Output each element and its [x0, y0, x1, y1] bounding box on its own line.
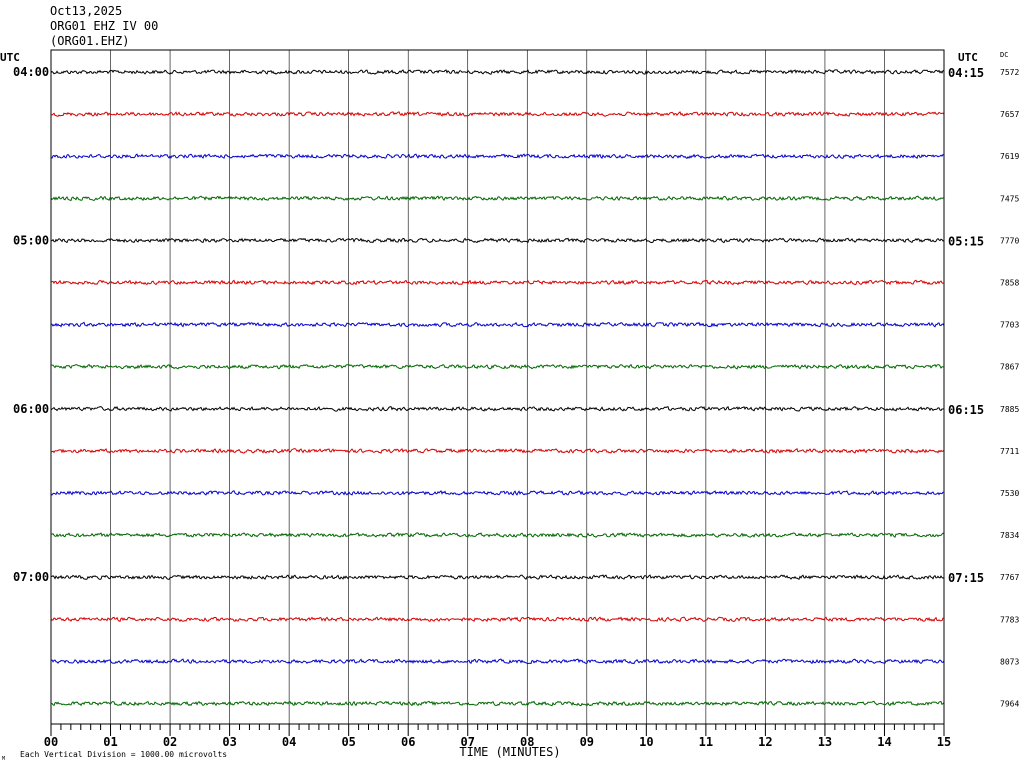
x-tick-label: 01: [103, 735, 117, 749]
trace-line: [51, 574, 945, 580]
x-tick-label: 03: [222, 735, 236, 749]
hour-label-right: 04:15: [948, 66, 984, 80]
x-tick-label: 09: [580, 735, 594, 749]
trace-line: [50, 448, 945, 454]
hour-label-right: 07:15: [948, 571, 984, 585]
dc-value: 8073: [1000, 657, 1019, 666]
x-axis: 00 01 02 03 04 05 06 07 08 09 10 11 12 13 14 15: [44, 724, 951, 749]
station-label: ORG01 EHZ IV 00: [50, 19, 159, 33]
dc-value: 7711: [1000, 447, 1019, 456]
dc-value: 7964: [1000, 700, 1019, 709]
trace-line: [50, 363, 945, 370]
trace-line: [50, 111, 945, 117]
trace-line: [50, 321, 945, 328]
dc-value: 7767: [1000, 573, 1019, 582]
left-hour-labels: 04:00 05:00 06:00 07:00: [13, 65, 49, 584]
trace-line: [50, 616, 945, 623]
right-utc-label: UTC: [958, 51, 978, 64]
dc-value: 7770: [1000, 236, 1019, 245]
dc-value: 7783: [1000, 615, 1019, 624]
trace-line: [50, 237, 945, 244]
x-tick-label: 14: [877, 735, 891, 749]
x-tick-label: 04: [282, 735, 296, 749]
right-hour-labels: 04:15 05:15 06:15 07:15: [948, 66, 984, 585]
trace-line: [50, 279, 945, 286]
x-tick-label: 07: [461, 735, 475, 749]
dc-value: 7703: [1000, 321, 1019, 330]
hour-label-left: 07:00: [13, 570, 49, 584]
dc-value: 7619: [1000, 152, 1019, 161]
x-tick-label: 08: [520, 735, 534, 749]
date-label: Oct13,2025: [50, 4, 123, 18]
hour-label-left: 04:00: [13, 65, 49, 79]
x-tick-label: 11: [699, 735, 713, 749]
left-utc-label: UTC: [0, 51, 20, 64]
trace-line: [50, 490, 944, 496]
trace-line: [50, 153, 945, 160]
dc-value: 7572: [1000, 68, 1019, 77]
x-tick-label: 13: [818, 735, 832, 749]
trace-line: [50, 195, 945, 202]
x-tick-label: 10: [639, 735, 653, 749]
scale-note: Each Vertical Division = 1000.00 microvo…: [20, 750, 227, 759]
x-tick-label: 00: [44, 735, 58, 749]
dc-value: 7885: [1000, 405, 1019, 414]
dc-value: 7834: [1000, 531, 1019, 540]
x-tick-label: 05: [341, 735, 355, 749]
dc-value: 7475: [1000, 194, 1019, 203]
dc-value: 7530: [1000, 489, 1019, 498]
channel-label: (ORG01.EHZ): [50, 34, 130, 48]
trace-line: [50, 406, 945, 412]
trace-line: [50, 532, 945, 538]
dc-value-labels: 7572 7657 7619 7475 7770 7858 7703 7867 7885 7711…: [1000, 68, 1019, 709]
x-tick-label: 02: [163, 735, 177, 749]
hour-label-left: 06:00: [13, 402, 49, 416]
dc-value: 7657: [1000, 110, 1019, 119]
dc-header-label: DC: [1000, 51, 1008, 59]
minute-gridlines: [50, 49, 945, 725]
x-axis-title: TIME (MINUTES): [459, 745, 560, 759]
hour-label-right: 06:15: [948, 403, 984, 417]
corner-mark: M: [2, 756, 5, 762]
trace-line: [50, 700, 945, 707]
hour-label-right: 05:15: [948, 234, 984, 248]
hour-label-left: 05:00: [13, 233, 49, 247]
plot-frame: [50, 49, 945, 725]
x-tick-label: 12: [758, 735, 772, 749]
x-tick-label: 15: [937, 735, 951, 749]
trace-line: [50, 658, 945, 665]
dc-value: 7858: [1000, 279, 1019, 288]
dc-value: 7867: [1000, 363, 1019, 372]
trace-line: [50, 69, 945, 75]
seismic-traces: [50, 69, 945, 707]
x-tick-label: 06: [401, 735, 415, 749]
